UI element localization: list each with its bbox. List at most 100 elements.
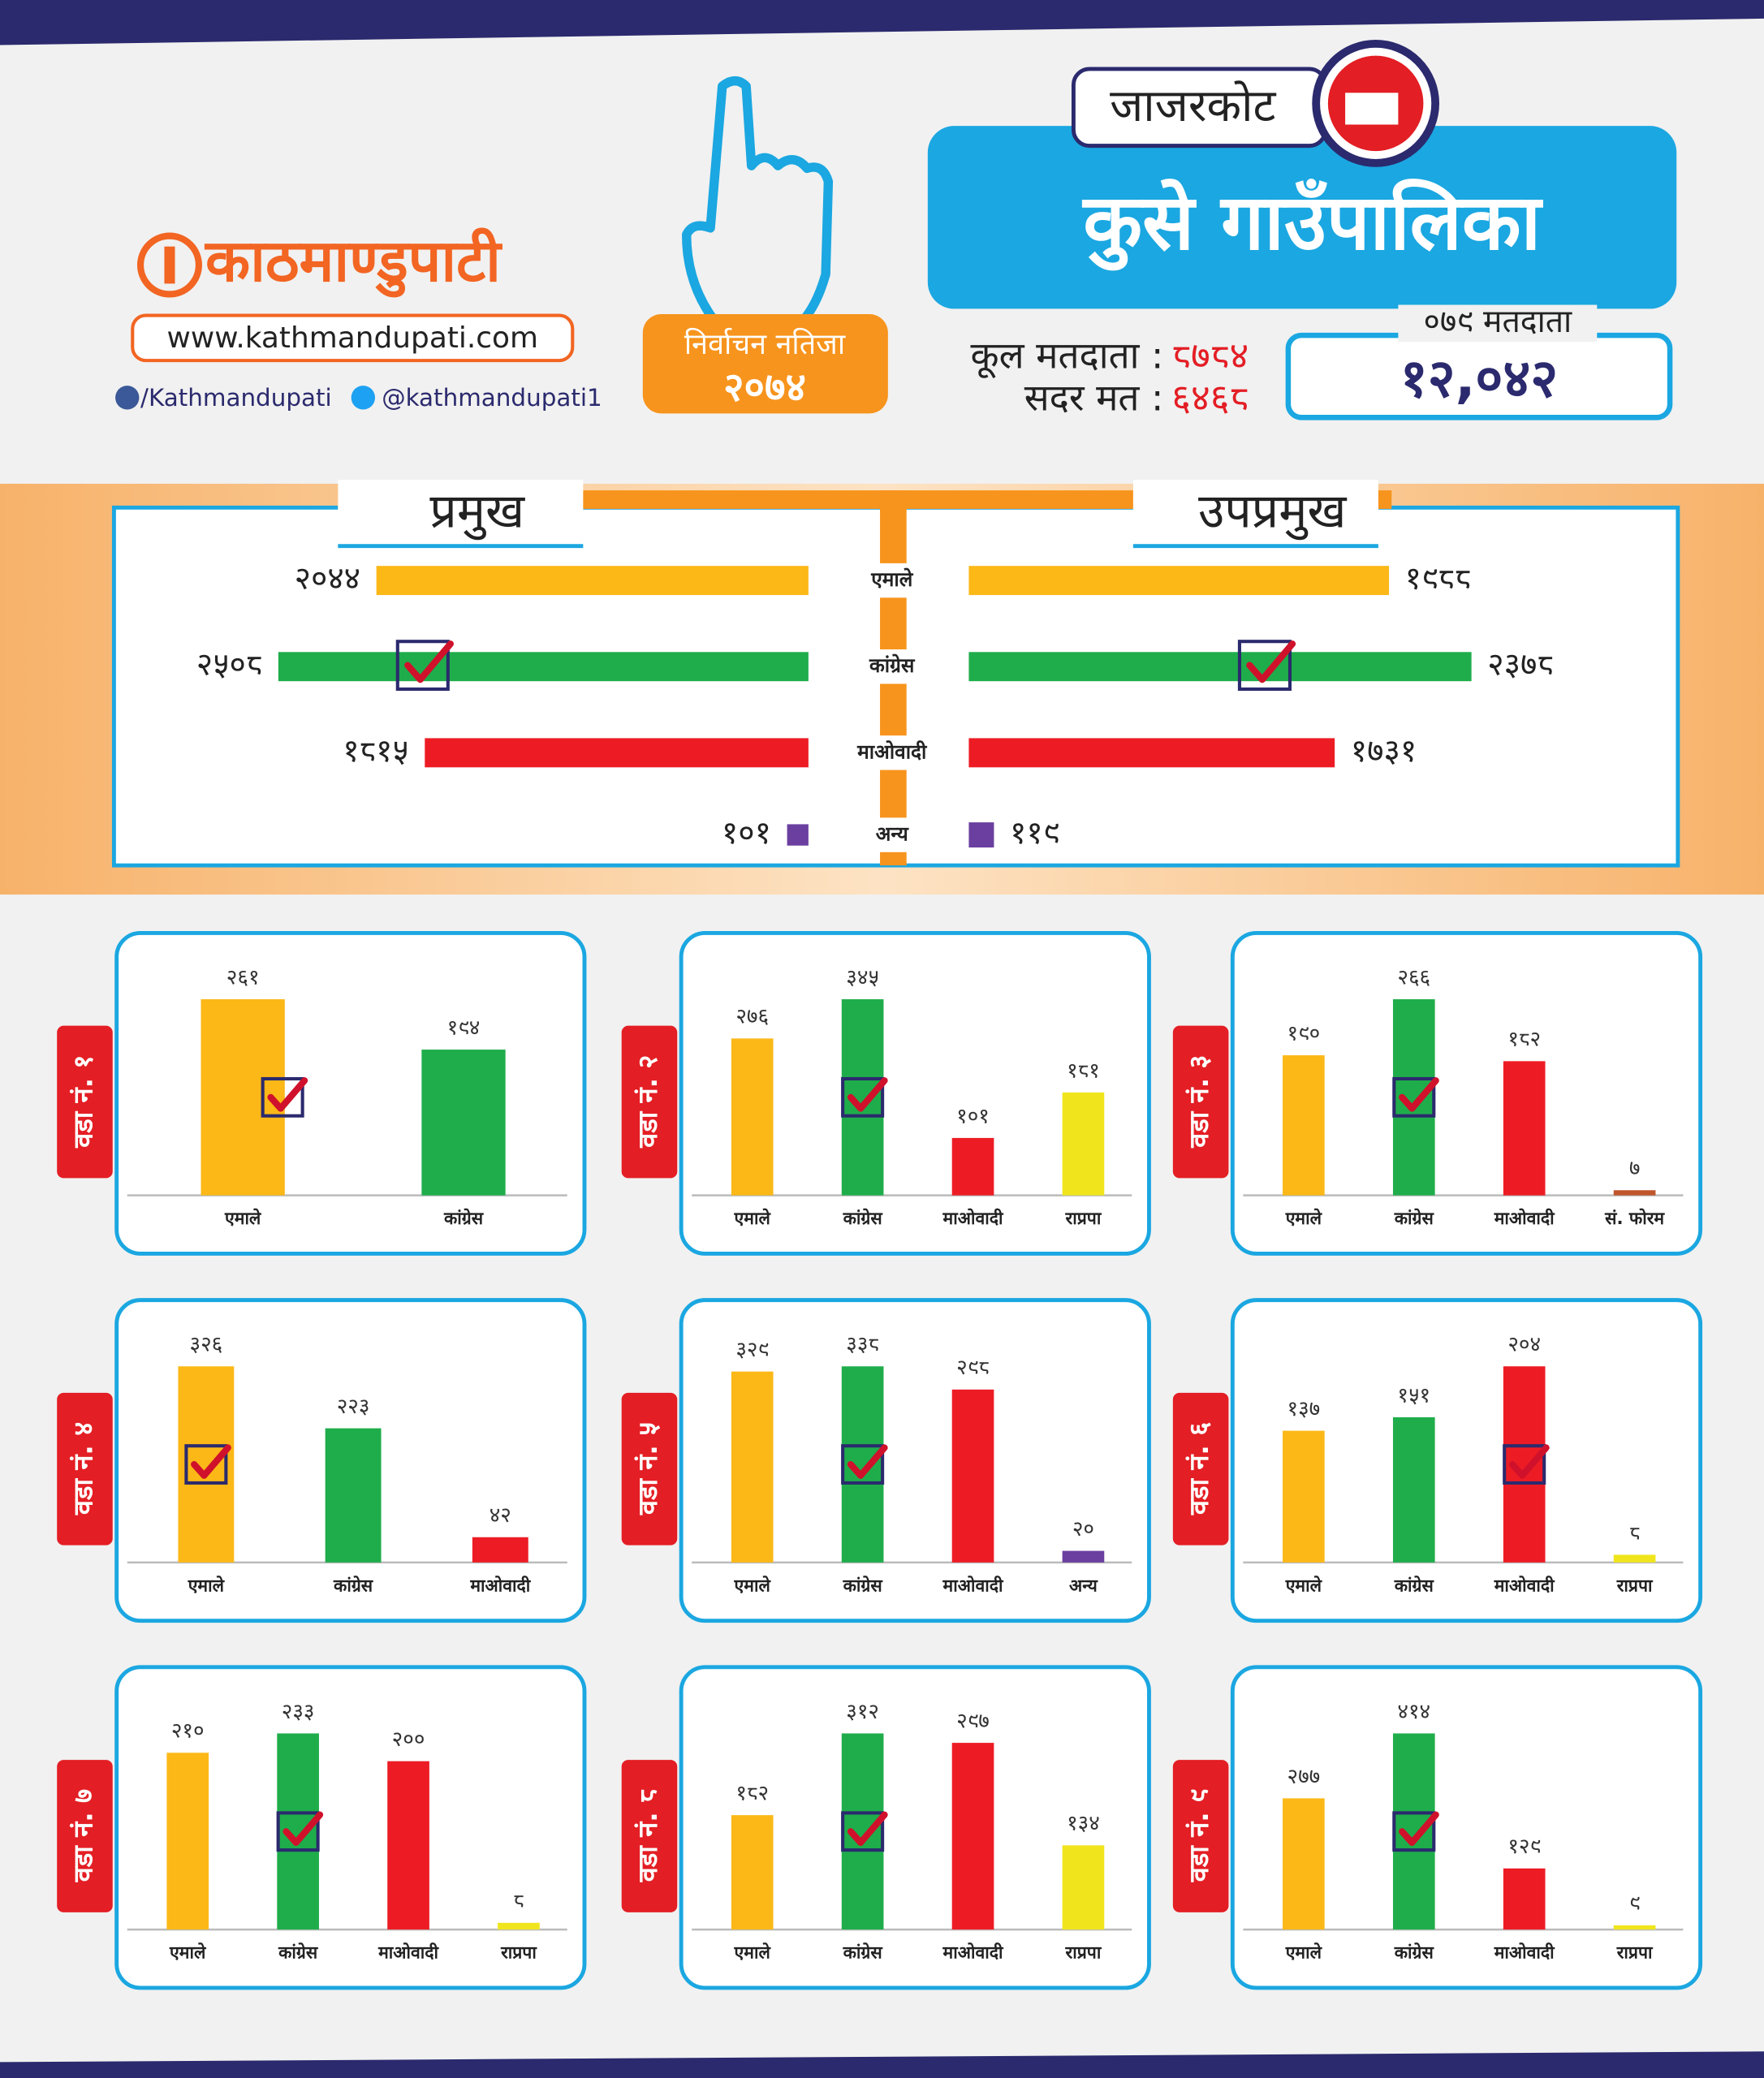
winner-check	[847, 1077, 888, 1112]
category-label: राप्रपा	[1065, 1942, 1102, 1963]
winner-box	[841, 1444, 885, 1485]
value-label: ३२६	[190, 1333, 223, 1357]
winner-check	[191, 1444, 231, 1479]
value-label: १२९	[1507, 1834, 1541, 1859]
winner-box	[1392, 1076, 1436, 1118]
category-label: कांग्रेस	[1394, 1942, 1435, 1963]
ward-panel	[679, 930, 1151, 1256]
category-label: एमाले	[1285, 1208, 1323, 1229]
bar	[1613, 1925, 1656, 1930]
website-box	[131, 313, 575, 363]
value-label: २७७	[1287, 1765, 1321, 1789]
value-label: ३१२	[846, 1700, 879, 1724]
section-header-bg	[1132, 480, 1378, 546]
ward-title: वडा नं. १	[67, 1055, 98, 1149]
category-label: एमाले	[734, 1575, 772, 1596]
hand-icon	[681, 75, 834, 372]
value-label: १९८८	[1405, 561, 1471, 597]
value-label: १३४	[1067, 1812, 1100, 1836]
bar	[951, 1389, 994, 1563]
ward-tab	[57, 1392, 113, 1546]
value-label: १८१५	[343, 733, 408, 770]
value-label: २०	[1072, 1517, 1094, 1541]
bar	[498, 1922, 540, 1930]
category-label: कांग्रेस	[1394, 1575, 1435, 1596]
winner-check	[1399, 1077, 1439, 1112]
category-label: माओवादी	[469, 1575, 531, 1596]
winner-box	[184, 1444, 228, 1485]
category-label: कांग्रेस	[843, 1208, 884, 1229]
total-voters-label: कूल मतदाता :	[971, 334, 1164, 378]
winner-check	[1399, 1811, 1439, 1847]
category-label: कांग्रेस	[843, 1575, 884, 1596]
value-label: ३२९	[735, 1338, 769, 1362]
value-label: १७३१	[1351, 733, 1417, 770]
category-label: एमाले	[734, 1942, 772, 1963]
website: www.kathmandupati.com	[167, 321, 538, 355]
winner-check	[847, 1811, 888, 1847]
value-label: ७	[1629, 1157, 1641, 1181]
badge	[642, 313, 888, 414]
value-label: १०१	[722, 815, 771, 851]
value-label: २९७	[956, 1709, 990, 1733]
category-label-bg	[845, 735, 938, 770]
value-label: २०४	[1507, 1333, 1541, 1357]
winner-box	[395, 640, 450, 692]
twitter-handle: @kathmandupati1	[382, 384, 602, 412]
value-label: २७६	[735, 1005, 769, 1029]
value-label: १८२	[735, 1782, 769, 1806]
winner-box	[1237, 640, 1292, 692]
bar	[1283, 1055, 1325, 1196]
ward-panel	[114, 930, 587, 1256]
bar	[1503, 1868, 1546, 1930]
value-label: २१०	[171, 1719, 205, 1744]
ward-title: वडा नं. २	[632, 1055, 663, 1149]
category-label: माओवादी	[377, 1942, 439, 1963]
category-label: राप्रपा	[1616, 1942, 1654, 1963]
value-label: १८२	[1507, 1028, 1541, 1052]
value-label: ३३८	[846, 1333, 879, 1357]
bar	[1392, 1417, 1435, 1563]
value-label: ४१४	[1397, 1700, 1430, 1724]
value-label: १९०	[1287, 1021, 1321, 1045]
category-label-bg	[845, 649, 938, 684]
bar	[731, 1815, 774, 1930]
winner-box	[261, 1076, 304, 1118]
bar	[421, 1050, 506, 1196]
category-label: राप्रपा	[1616, 1576, 1654, 1596]
ward-title: वडा नं. ८	[632, 1789, 663, 1882]
category-label: राप्रपा	[1065, 1209, 1102, 1229]
winner-check	[282, 1811, 324, 1847]
value-label: २२३	[337, 1395, 370, 1419]
value-label: २६६	[1397, 965, 1430, 989]
top-strip	[0, 0, 1764, 45]
ward-tab	[1172, 1392, 1229, 1546]
category-label: एमाले	[1285, 1942, 1323, 1963]
value-label: २३७८	[1487, 647, 1553, 683]
ward-tab	[1172, 1025, 1229, 1179]
winner-box	[276, 1811, 320, 1852]
winner-check	[404, 640, 455, 683]
bar	[1062, 1092, 1105, 1196]
value-label: २९८	[956, 1356, 990, 1380]
ward-panel	[679, 1298, 1151, 1623]
category-label: राप्रपा	[500, 1942, 537, 1963]
value-label: २३३	[282, 1700, 315, 1724]
municipality: कुसे गाउँपालिका	[1081, 179, 1543, 271]
mayor-top-bar	[338, 490, 1392, 509]
municipality-box	[927, 126, 1677, 309]
section-header: प्रमुख	[429, 483, 525, 541]
ward-title: वडा नं. ३	[1184, 1055, 1214, 1149]
bar	[387, 1761, 429, 1930]
bar	[166, 1753, 209, 1930]
bar	[951, 1137, 994, 1196]
section-header: उपप्रमुख	[1198, 483, 1347, 541]
section-header-bg	[338, 480, 584, 546]
ward-tab	[621, 1025, 678, 1179]
value-label: २००	[392, 1727, 425, 1752]
winner-check	[267, 1077, 308, 1112]
ward-title: वडा नं. ९	[1184, 1789, 1214, 1882]
bar	[968, 738, 1335, 768]
